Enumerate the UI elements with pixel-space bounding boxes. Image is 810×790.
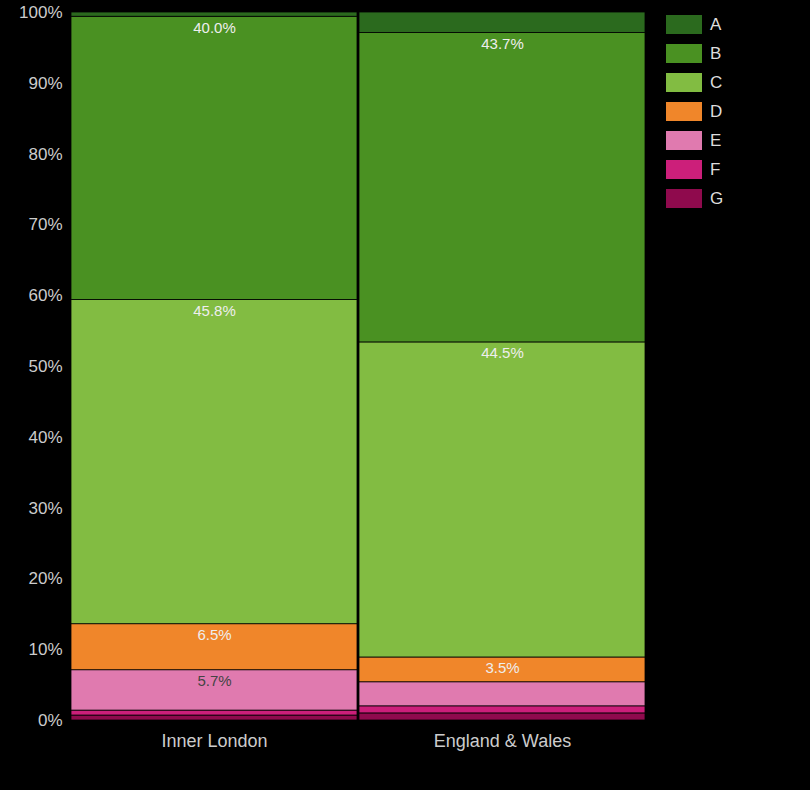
svg-text:0%: 0% bbox=[38, 711, 63, 730]
html-text:F: F bbox=[710, 159, 721, 179]
svg-text:60%: 60% bbox=[28, 286, 62, 305]
svg-text:44.5%: 44.5% bbox=[481, 344, 524, 361]
html-text:E: E bbox=[710, 130, 722, 150]
html-text:A: A bbox=[710, 14, 722, 34]
html-text:C: C bbox=[710, 72, 723, 92]
svg-text:30%: 30% bbox=[28, 499, 62, 518]
svg-text:80%: 80% bbox=[28, 145, 62, 164]
svg-text:3.5%: 3.5% bbox=[485, 659, 519, 676]
svg-text:43.7%: 43.7% bbox=[481, 35, 524, 52]
svg-text:20%: 20% bbox=[28, 569, 62, 588]
svg-text:40%: 40% bbox=[28, 428, 62, 447]
svg-text:10%: 10% bbox=[28, 640, 62, 659]
svg-text:50%: 50% bbox=[28, 357, 62, 376]
svg-text:6.5%: 6.5% bbox=[197, 626, 231, 643]
svg-text:Inner London: Inner London bbox=[161, 731, 267, 751]
svg-text:5.7%: 5.7% bbox=[197, 672, 231, 689]
svg-text:England & Wales: England & Wales bbox=[434, 731, 571, 751]
html-text:D: D bbox=[710, 101, 723, 121]
svg-text:45.8%: 45.8% bbox=[193, 302, 236, 319]
svg-text:90%: 90% bbox=[28, 74, 62, 93]
html-text:B: B bbox=[710, 43, 722, 63]
svg-text:40.0%: 40.0% bbox=[193, 19, 236, 36]
svg-text:70%: 70% bbox=[28, 215, 62, 234]
svg-text:100%: 100% bbox=[19, 3, 62, 22]
html-text:G: G bbox=[710, 188, 724, 208]
